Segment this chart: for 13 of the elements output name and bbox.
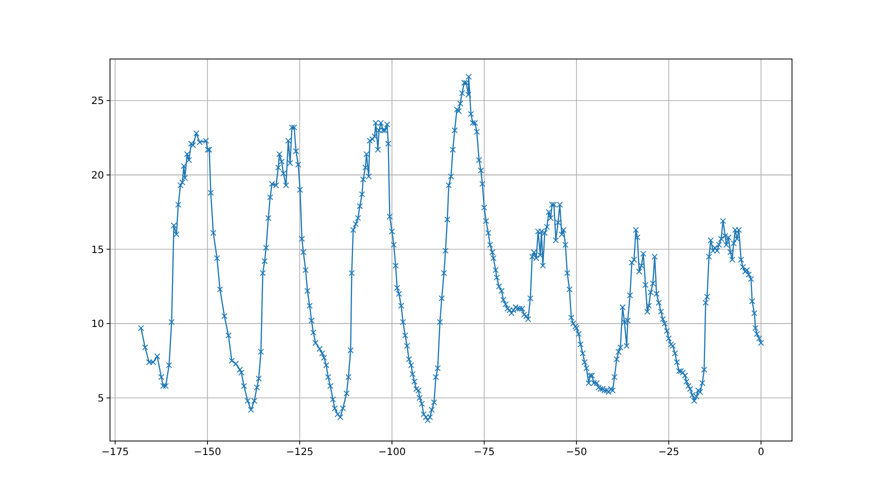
- x-tick-label: −100: [378, 447, 406, 458]
- x-tick-label: −125: [286, 447, 314, 458]
- x-tick-label: −150: [194, 447, 222, 458]
- x-tick-label: −50: [566, 447, 588, 458]
- x-tick-label: −175: [101, 447, 129, 458]
- x-tick-label: −75: [474, 447, 495, 458]
- x-tick-label: −25: [658, 447, 680, 458]
- y-tick-label: 25: [91, 96, 104, 108]
- y-tick-label: 15: [91, 244, 104, 256]
- y-tick-label: 10: [91, 319, 104, 330]
- x-tick-label: 0: [758, 447, 764, 458]
- y-tick-label: 20: [91, 170, 104, 182]
- y-tick-label: 5: [98, 393, 104, 404]
